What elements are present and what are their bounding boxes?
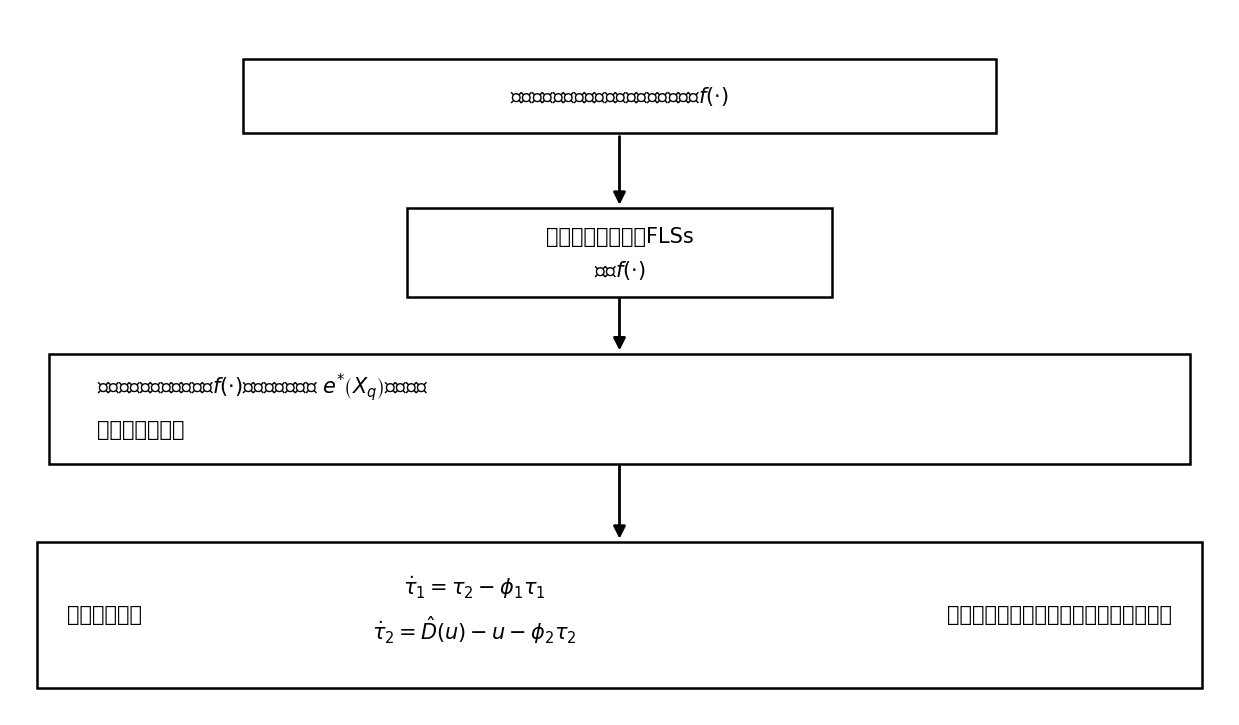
Text: $\dot{\tau}_{2}=\hat{D}(u)-u-\phi_{2}\tau_{2}$: $\dot{\tau}_{2}=\hat{D}(u)-u-\phi_{2}\ta… xyxy=(372,615,576,646)
Text: 考虑了通近未知连续扰动$f(\cdot)$的时变误差函数 $e^{*}\left(X_{q}\right)$并引入机: 考虑了通近未知连续扰动$f(\cdot)$的时变误差函数 $e^{*}\left… xyxy=(98,371,429,403)
Bar xyxy=(48,354,1191,464)
Text: 器人系统的设计: 器人系统的设计 xyxy=(98,420,185,440)
Text: 设计辅助系统: 设计辅助系统 xyxy=(67,605,142,625)
Bar xyxy=(37,542,1202,687)
Text: 引入机器人的误差系统进行输入死区补偿: 引入机器人的误差系统进行输入死区补偿 xyxy=(947,605,1172,625)
Text: $\dot{\tau}_{1}=\tau_{2}-\phi_{1}\tau_{1}$: $\dot{\tau}_{1}=\tau_{2}-\phi_{1}\tau_{1… xyxy=(403,574,545,601)
Bar xyxy=(243,59,996,133)
Text: 设机器人系统的未知连续扰动为时变函数$f(\cdot)$: 设机器人系统的未知连续扰动为时变函数$f(\cdot)$ xyxy=(510,85,729,107)
Text: 通近$f(\cdot)$: 通近$f(\cdot)$ xyxy=(593,259,646,281)
Bar xyxy=(406,208,831,297)
Text: 采用模糊逻辑系统FLSs: 采用模糊逻辑系统FLSs xyxy=(545,227,694,247)
